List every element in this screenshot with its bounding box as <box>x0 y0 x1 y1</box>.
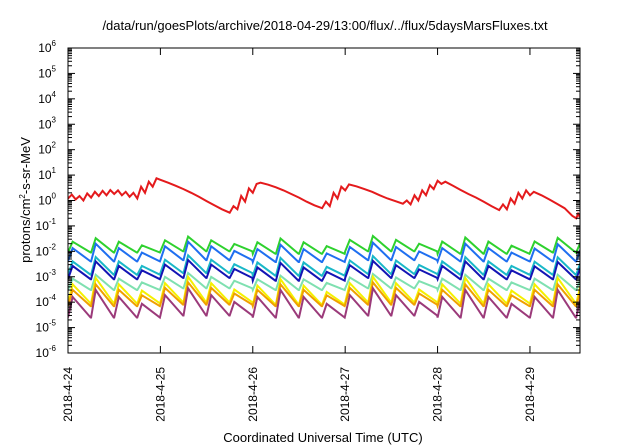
x-axis: 2018-4-24 2018-4-25 2018-4-26 2018-4-27 2018… <box>61 48 537 422</box>
x-axis-label: Coordinated Universal Time (UTC) <box>223 430 422 445</box>
y-tick-label: 10-2 <box>36 242 57 258</box>
y-tick-label: 10-1 <box>36 217 57 233</box>
y-tick-label: 105 <box>38 64 56 80</box>
series-line-2 <box>68 239 580 266</box>
chart-title: /data/run/goesPlots/archive/2018-04-29/1… <box>102 18 548 33</box>
y-tick-label: 10-5 <box>36 319 57 335</box>
series-line-0 <box>68 177 580 220</box>
series-line-4 <box>68 258 580 285</box>
y-tick-label: 10-6 <box>36 344 57 360</box>
x-tick-label: 2018-4-29 <box>523 367 537 422</box>
x-tick-label: 2018-4-28 <box>431 367 445 422</box>
series-layer <box>68 177 580 320</box>
y-tick-label: 103 <box>38 115 56 131</box>
series-line-3 <box>68 253 580 280</box>
y-tick-label: 104 <box>38 90 56 106</box>
x-tick-label: 2018-4-27 <box>338 367 352 422</box>
y-tick-label: 10-4 <box>36 293 57 309</box>
series-line-5 <box>68 271 580 294</box>
x-tick-label: 2018-4-26 <box>246 367 260 422</box>
series-line-1 <box>68 234 580 258</box>
y-tick-label: 106 <box>38 39 56 55</box>
y-tick-label: 102 <box>38 141 56 157</box>
series-line-8 <box>68 285 580 320</box>
series-line-7 <box>68 280 580 310</box>
y-tick-label: 100 <box>38 192 56 208</box>
y-axis: 10-6 10-5 10-4 10-3 10-2 10-1 100 101 102 103 104 1… <box>36 39 580 360</box>
y-axis-label: protons/cm2-s-sr-MeV <box>18 137 33 263</box>
x-tick-label: 2018-4-24 <box>61 367 75 422</box>
x-tick-label: 2018-4-25 <box>153 367 167 422</box>
y-tick-label: 10-3 <box>36 268 57 284</box>
y-tick-label: 101 <box>38 166 56 182</box>
